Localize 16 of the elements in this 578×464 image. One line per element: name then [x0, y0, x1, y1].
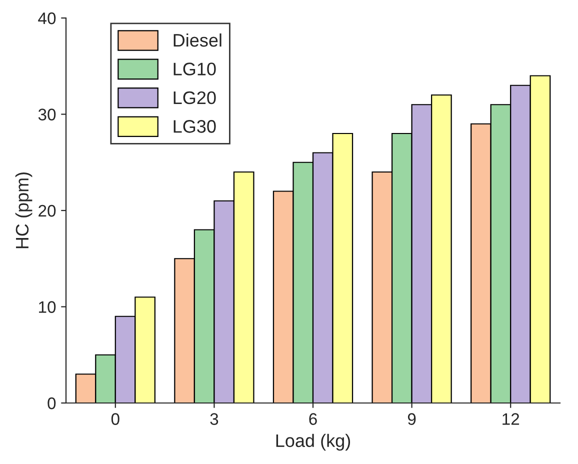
- x-tick-label: 6: [309, 413, 317, 425]
- x-axis-title: Load (kg): [276, 434, 350, 451]
- x-tick-label: 3: [210, 413, 218, 425]
- y-tick-label: 30: [38, 108, 56, 120]
- y-tick-label: 20: [38, 204, 56, 217]
- legend-label: LG30: [174, 120, 216, 133]
- legend-label: LG10: [174, 62, 216, 76]
- y-axis-title: HC (ppm): [15, 172, 32, 248]
- legend-label: Diesel: [174, 33, 222, 47]
- y-tick-label: 0: [48, 397, 56, 410]
- legend-label: LG20: [174, 91, 216, 104]
- y-tick-label: 10: [39, 301, 56, 313]
- y-tick-label: 40: [38, 12, 56, 24]
- x-tick-label: 9: [408, 413, 416, 425]
- x-tick-label: 12: [502, 413, 520, 425]
- x-tick-label: 0: [111, 413, 120, 425]
